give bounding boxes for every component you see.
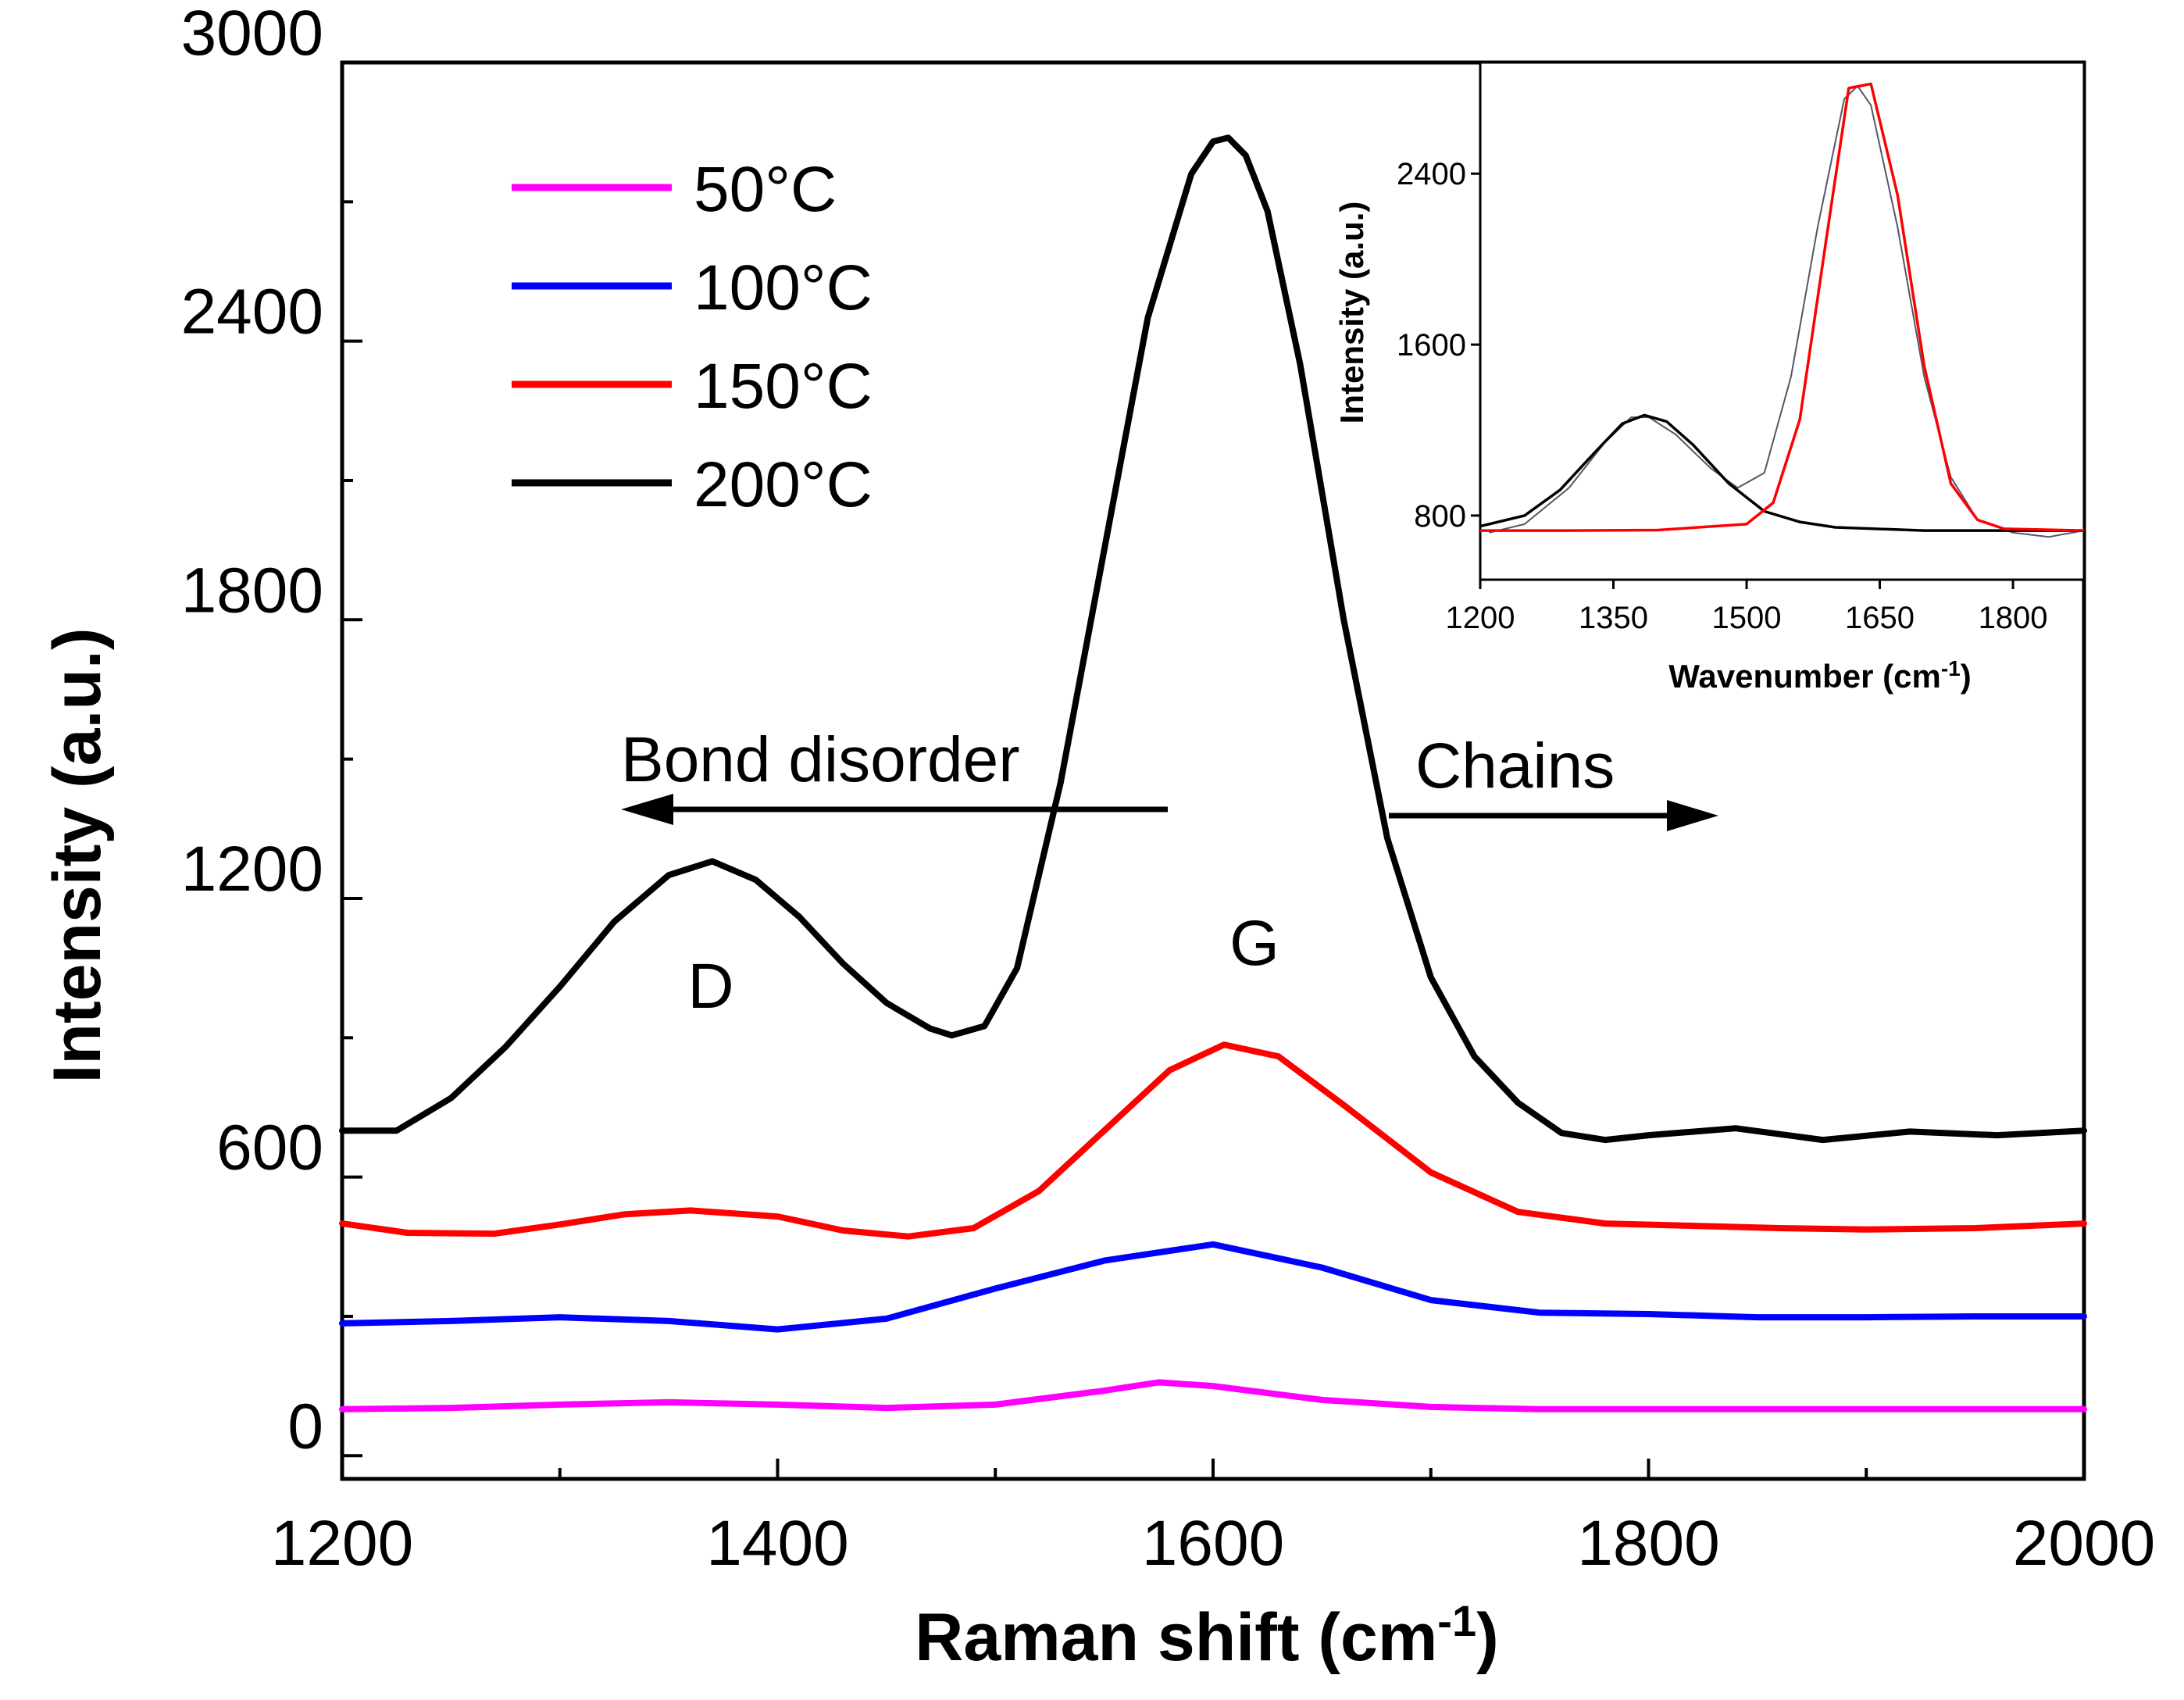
annotation-d-band: D [687,951,733,1022]
inset-x-tick-label-1500: 1500 [1712,601,1782,635]
legend-label-50-c: 50°C [694,154,837,225]
inset-x-tick-label-1350: 1350 [1579,601,1648,635]
series-line-150-c [339,1041,2087,1240]
y-tick-label-3000: 3000 [181,0,323,69]
main-ticks-group: 1200 1400 1600 1800 2000 0 600 1200 1800 2400 3000 [181,0,2156,1579]
y-tick-label-600: 600 [216,1112,323,1184]
annotation-chains: Chains [1415,730,1615,802]
inset-y-tick-label-800: 800 [1414,499,1466,534]
inset-ticks-group: 1200 1350 1500 1650 1800 800 1600 2400 [1397,157,2048,635]
annotation-bond-disorder: Bond disorder [621,724,1020,795]
x-tick-label-1200: 1200 [271,1508,413,1579]
arrow-bond-disorder-head [621,794,673,825]
series-line-50-c [339,1379,2087,1412]
annotation-g-band: G [1229,908,1279,979]
inset-x-axis-title: Wavenumber (cm-1) [1668,656,1971,695]
x-tick-label-2000: 2000 [2013,1508,2155,1579]
legend: 50°C 100°C 150°C 200°C [512,154,873,520]
legend-label-200-c: 200°C [694,449,873,520]
arrow-chains-head [1667,800,1718,831]
inset-series-line-g-fit [1480,82,2085,532]
annotations: Bond disorder Chains D G [621,724,1718,1022]
legend-label-150-c: 150°C [694,351,873,422]
y-tick-label-2400: 2400 [181,277,323,348]
x-tick-label-1600: 1600 [1142,1508,1284,1579]
inset-series-group [1479,82,2085,538]
y-tick-label-0: 0 [287,1391,323,1462]
legend-label-100-c: 100°C [694,252,873,323]
y-axis-title: Intensity (a.u.) [40,628,115,1084]
inset-x-tick-label-1800: 1800 [1979,601,2048,635]
series-line-100-c [339,1241,2087,1333]
y-tick-label-1800: 1800 [181,555,323,626]
inset-y-axis-title: Intensity (a.u.) [1333,202,1370,424]
inset-y-tick-label-1600: 1600 [1397,328,1466,362]
inset-x-tick-label-1200: 1200 [1446,601,1515,635]
inset-y-tick-label-2400: 2400 [1397,157,1466,191]
main-series-group [339,134,2087,1412]
inset-plot-border [1479,61,2086,581]
inset-x-tick-label-1650: 1650 [1845,601,1915,635]
series-line-200-c [339,134,2087,1144]
inset-plot-frame [1479,61,2086,581]
x-tick-label-1800: 1800 [1577,1508,1719,1579]
x-tick-label-1400: 1400 [706,1508,848,1579]
x-axis-title: Raman shift (cm-1) [915,1596,1498,1676]
y-tick-label-1200: 1200 [181,834,323,905]
inset-series-line-d-fit [1479,413,2084,532]
